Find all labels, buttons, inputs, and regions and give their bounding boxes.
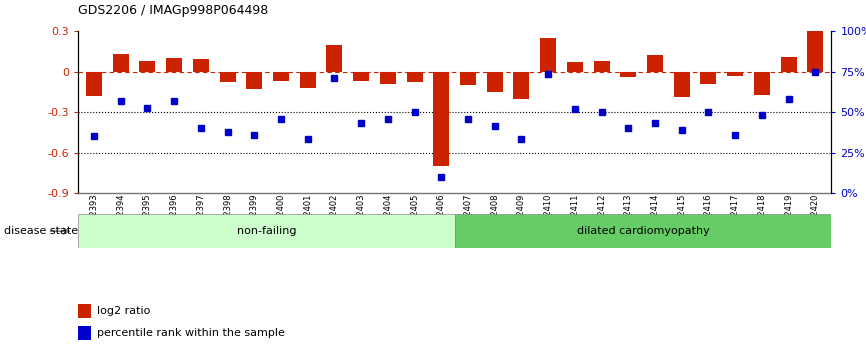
Bar: [593, 61, 610, 71]
Text: GSM82410: GSM82410: [544, 193, 553, 239]
Bar: [780, 57, 797, 71]
Text: GSM82393: GSM82393: [89, 193, 99, 239]
Text: GSM82420: GSM82420: [811, 193, 820, 239]
Text: GSM82402: GSM82402: [330, 193, 339, 239]
Text: GSM82414: GSM82414: [650, 193, 660, 239]
Text: GSM82419: GSM82419: [784, 193, 793, 239]
Bar: [701, 71, 716, 84]
Text: GSM82417: GSM82417: [731, 193, 740, 239]
Bar: [78, 326, 91, 340]
Text: log2 ratio: log2 ratio: [97, 306, 151, 316]
Bar: [567, 62, 583, 71]
Text: GSM82396: GSM82396: [170, 193, 178, 239]
Bar: [193, 59, 209, 71]
Text: GSM82409: GSM82409: [517, 193, 526, 239]
Bar: [220, 71, 236, 82]
Text: GSM82397: GSM82397: [197, 193, 205, 239]
Bar: [754, 71, 770, 95]
Text: GSM82408: GSM82408: [490, 193, 499, 239]
Bar: [540, 38, 556, 71]
Text: disease state: disease state: [4, 226, 79, 236]
Text: GSM82395: GSM82395: [143, 193, 152, 239]
Text: GSM82407: GSM82407: [463, 193, 473, 239]
Text: GDS2206 / IMAGp998P064498: GDS2206 / IMAGp998P064498: [78, 4, 268, 17]
Bar: [113, 54, 129, 71]
Text: GSM82416: GSM82416: [704, 193, 713, 239]
Text: percentile rank within the sample: percentile rank within the sample: [97, 328, 285, 338]
Bar: [353, 71, 369, 81]
Text: GSM82411: GSM82411: [571, 193, 579, 239]
FancyBboxPatch shape: [455, 214, 831, 248]
Bar: [487, 71, 503, 92]
Bar: [86, 71, 102, 96]
Bar: [647, 55, 663, 71]
Text: GSM82404: GSM82404: [384, 193, 392, 239]
Text: GSM82401: GSM82401: [303, 193, 313, 239]
Bar: [406, 71, 423, 82]
Text: GSM82403: GSM82403: [357, 193, 365, 239]
Bar: [380, 71, 396, 84]
Bar: [300, 71, 316, 88]
Bar: [807, 31, 824, 71]
Bar: [433, 71, 449, 166]
Bar: [620, 71, 637, 77]
FancyBboxPatch shape: [78, 214, 455, 248]
Bar: [246, 71, 262, 89]
Text: non-failing: non-failing: [236, 226, 296, 236]
Bar: [166, 58, 182, 71]
Text: GSM82398: GSM82398: [223, 193, 232, 239]
Bar: [674, 71, 689, 97]
Text: GSM82413: GSM82413: [624, 193, 633, 239]
Text: GSM82399: GSM82399: [249, 193, 259, 239]
Bar: [273, 71, 289, 81]
Text: GSM82406: GSM82406: [436, 193, 446, 239]
Bar: [326, 45, 342, 71]
Text: GSM82412: GSM82412: [597, 193, 606, 239]
Text: GSM82400: GSM82400: [276, 193, 286, 239]
Text: GSM82394: GSM82394: [116, 193, 126, 239]
Text: GSM82405: GSM82405: [410, 193, 419, 239]
Text: dilated cardiomyopathy: dilated cardiomyopathy: [577, 226, 709, 236]
Bar: [727, 71, 743, 76]
Bar: [78, 304, 91, 318]
Text: GSM82415: GSM82415: [677, 193, 686, 239]
Bar: [139, 61, 155, 71]
Bar: [460, 71, 476, 85]
Text: GSM82418: GSM82418: [758, 193, 766, 239]
Bar: [514, 71, 529, 99]
